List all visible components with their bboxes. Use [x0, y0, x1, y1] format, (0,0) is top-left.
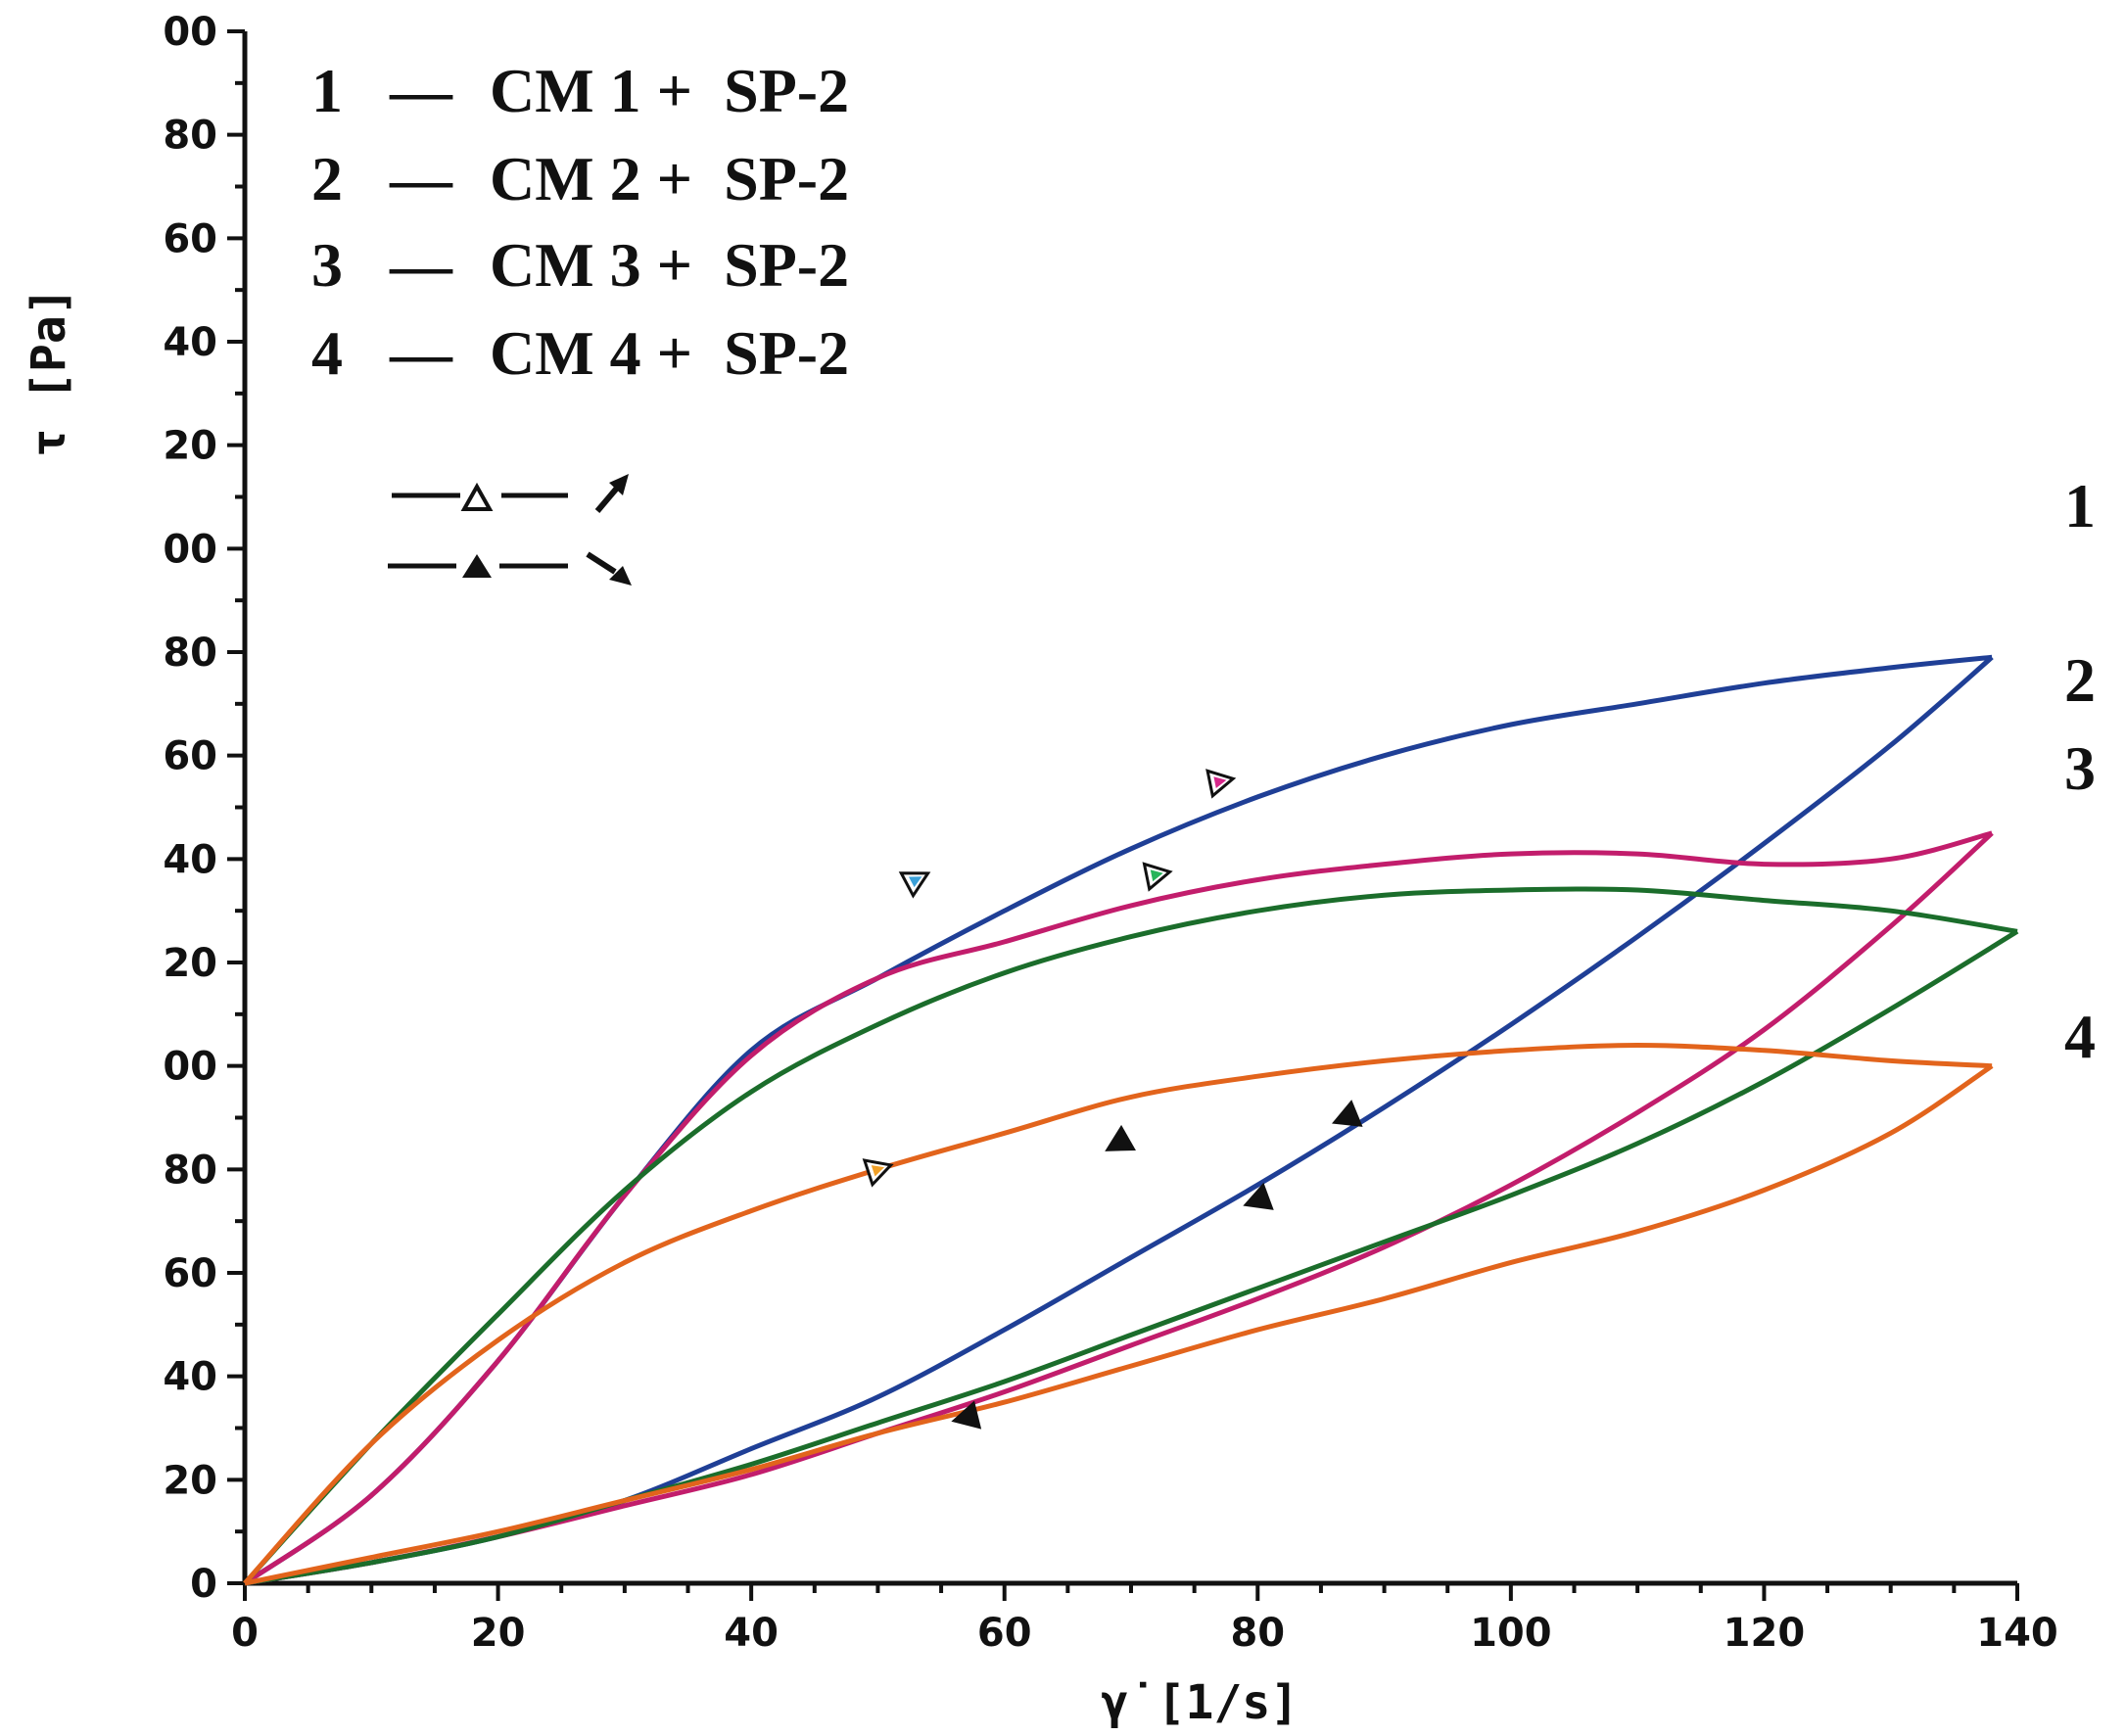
y-tick-label: 20	[163, 424, 217, 469]
y-tick-label: 80	[163, 1148, 217, 1193]
direction-key-decreasing	[388, 551, 632, 586]
y-tick-label: 40	[163, 320, 217, 365]
legend-label-4: CM 4 + SP-2	[490, 318, 849, 388]
series-2-down-marker	[1331, 1100, 1363, 1127]
y-tick-label: 20	[163, 941, 217, 986]
series-1-down-marker	[1105, 1124, 1136, 1151]
curve-label-2: 2	[2064, 645, 2096, 715]
arrow-down-right-head-icon	[609, 566, 632, 586]
series-3-down-line	[244, 929, 2019, 1586]
series-3-up-line	[243, 886, 2018, 1585]
legend-num-1: 1	[311, 56, 343, 125]
x-tick-label: 0	[231, 1611, 259, 1656]
legend-dash-2: —	[389, 144, 453, 213]
x-axis-label: γ̇ [1/s]	[1101, 1675, 1299, 1730]
legend-num-4: 4	[311, 318, 343, 388]
series-3-up-marker-fill	[1150, 869, 1163, 882]
series-2-up-line	[243, 830, 1993, 1586]
arrow-up-right-head-icon	[609, 474, 629, 495]
x-tick-label: 80	[1230, 1611, 1285, 1656]
arrow-up-right-icon	[594, 484, 622, 513]
legend: 1 — CM 1 + SP-2 2 — CM 2 + SP-2 3 — CM 3…	[311, 56, 849, 586]
axes: 0 20 40 60 80 100 120 1400204060800020406080002…	[163, 10, 2057, 1656]
legend-entry-2: 2 — CM 2 + SP-2	[311, 144, 849, 213]
y-tick-label: 40	[163, 1355, 217, 1400]
y-tick-label: 00	[163, 527, 217, 572]
direction-key-increasing	[392, 474, 629, 513]
series-1-down-line	[244, 655, 1994, 1586]
legend-dash-4: —	[389, 318, 453, 388]
series-4-up-marker-fill	[871, 1165, 885, 1177]
legend-entry-1: 1 — CM 1 + SP-2	[311, 56, 849, 125]
y-tick-label: 40	[163, 837, 217, 882]
series-4-down-line	[244, 1063, 1994, 1586]
series-3-down-marker	[1243, 1182, 1274, 1210]
legend-num-2: 2	[311, 144, 343, 213]
y-tick-label: 20	[163, 1458, 217, 1503]
open-triangle-icon	[460, 482, 494, 511]
curve-label-3: 3	[2064, 733, 2096, 803]
legend-entry-4: 4 — CM 4 + SP-2	[311, 318, 849, 388]
y-tick-label: 60	[163, 1251, 217, 1296]
legend-label-2: CM 2 + SP-2	[490, 144, 849, 213]
y-tick-label: 0	[190, 1562, 217, 1607]
x-tick-label: 120	[1724, 1611, 1806, 1656]
legend-label-3: CM 3 + SP-2	[490, 230, 849, 300]
series-1-up-marker-fill	[908, 876, 922, 888]
legend-label-1: CM 1 + SP-2	[490, 56, 849, 125]
series-2-down-line	[244, 831, 1994, 1586]
x-tick-label: 140	[1976, 1611, 2058, 1656]
y-tick-label: 00	[163, 10, 217, 55]
y-tick-label: 60	[163, 734, 217, 779]
curve-label-1: 1	[2064, 471, 2096, 540]
y-tick-label: 00	[163, 1045, 217, 1090]
x-tick-label: 40	[724, 1611, 779, 1656]
series-4-down-marker	[951, 1400, 982, 1430]
series-1-up-line	[243, 654, 1993, 1586]
y-axis-label: τ [Pa]	[22, 287, 76, 456]
legend-entry-3: 3 — CM 3 + SP-2	[311, 230, 849, 300]
curve-label-4: 4	[2064, 1002, 2096, 1071]
legend-dash-3: —	[389, 230, 453, 300]
arrow-down-right-icon	[586, 551, 617, 575]
y-tick-label: 80	[163, 631, 217, 676]
filled-triangle-icon	[462, 554, 492, 578]
y-tick-label: 80	[163, 114, 217, 159]
legend-num-3: 3	[311, 230, 343, 300]
x-tick-label: 60	[977, 1611, 1032, 1656]
series-layer	[243, 654, 2019, 1586]
series-4-up-line	[243, 1042, 1993, 1585]
x-tick-label: 100	[1470, 1611, 1552, 1656]
x-tick-label: 20	[471, 1611, 526, 1656]
legend-dash-1: —	[389, 56, 453, 125]
marker-layer	[862, 769, 1363, 1430]
series-2-up-marker-fill	[1213, 776, 1227, 788]
y-tick-label: 60	[163, 216, 217, 261]
